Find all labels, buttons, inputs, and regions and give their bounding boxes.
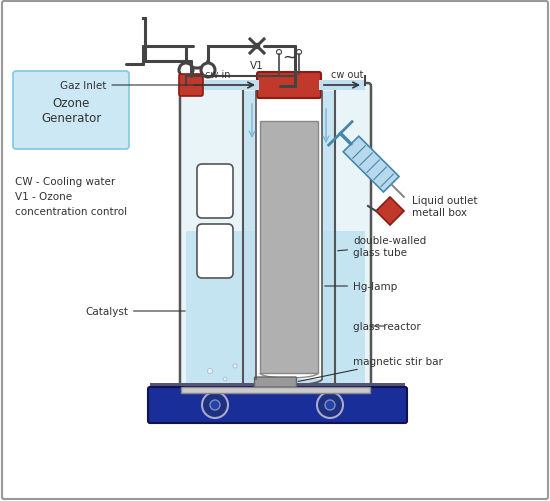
FancyBboxPatch shape (255, 377, 296, 387)
Bar (150, 383, 405, 389)
FancyBboxPatch shape (148, 387, 407, 423)
Circle shape (249, 375, 251, 378)
Text: V1: V1 (250, 61, 264, 71)
Text: glass reactor: glass reactor (353, 321, 421, 331)
Bar (256, 92, 322, 379)
Circle shape (255, 45, 260, 50)
Bar (319, 81, 365, 91)
FancyBboxPatch shape (257, 73, 321, 99)
Text: cw out: cw out (331, 70, 363, 80)
Circle shape (202, 392, 228, 418)
Text: ~: ~ (282, 49, 296, 67)
Text: Liquid outlet
metall box: Liquid outlet metall box (412, 196, 477, 217)
Circle shape (325, 400, 335, 410)
FancyBboxPatch shape (13, 72, 129, 150)
Bar (181, 387, 370, 393)
Bar (243, 92, 335, 383)
Polygon shape (343, 137, 399, 193)
Circle shape (233, 364, 237, 368)
Bar (186, 231, 365, 386)
Text: cw in: cw in (205, 70, 230, 80)
Circle shape (201, 64, 215, 78)
Text: Gaz Inlet: Gaz Inlet (60, 81, 198, 91)
FancyBboxPatch shape (180, 84, 371, 392)
Circle shape (207, 369, 212, 374)
Circle shape (210, 400, 220, 410)
Text: Hg-lamp: Hg-lamp (325, 282, 397, 292)
Circle shape (223, 377, 227, 381)
FancyBboxPatch shape (197, 224, 233, 279)
Bar (186, 81, 259, 91)
Polygon shape (376, 197, 404, 225)
Circle shape (179, 64, 193, 78)
FancyBboxPatch shape (197, 165, 233, 218)
Circle shape (296, 51, 301, 56)
Bar (260, 122, 318, 373)
Text: Ozone
Generator: Ozone Generator (41, 97, 101, 125)
Text: CW - Cooling water
V1 - Ozone
concentration control: CW - Cooling water V1 - Ozone concentrat… (15, 177, 127, 216)
FancyBboxPatch shape (179, 75, 203, 97)
Text: Catalyst: Catalyst (85, 307, 185, 316)
Circle shape (277, 51, 282, 56)
Circle shape (317, 392, 343, 418)
Text: double-walled
glass tube: double-walled glass tube (338, 236, 426, 258)
Text: magnetic stir bar: magnetic stir bar (298, 356, 443, 382)
